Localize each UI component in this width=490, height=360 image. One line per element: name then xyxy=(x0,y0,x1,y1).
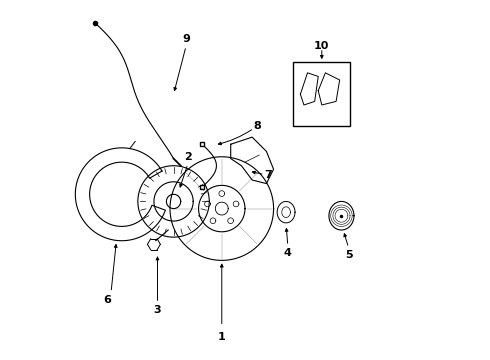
Text: 9: 9 xyxy=(182,34,190,44)
Text: 2: 2 xyxy=(184,152,192,162)
Text: 5: 5 xyxy=(345,250,352,260)
Text: 7: 7 xyxy=(264,170,272,180)
Bar xyxy=(293,62,350,126)
Text: 8: 8 xyxy=(254,121,261,131)
Text: 10: 10 xyxy=(314,41,329,51)
Text: 3: 3 xyxy=(154,305,161,315)
Text: 4: 4 xyxy=(284,248,292,258)
Text: 6: 6 xyxy=(103,295,111,305)
Text: 1: 1 xyxy=(218,332,226,342)
